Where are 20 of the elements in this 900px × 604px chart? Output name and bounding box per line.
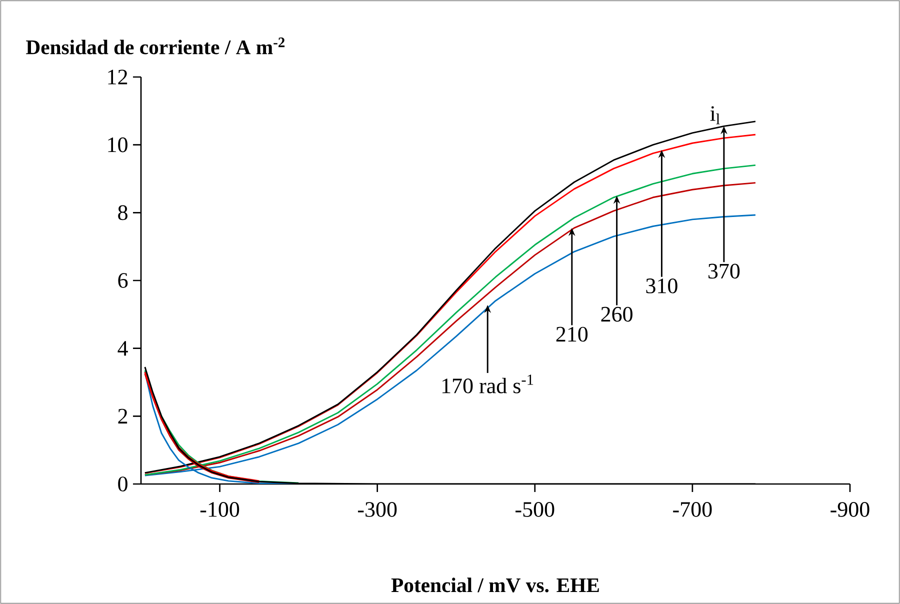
- x-tick-label: -100: [200, 502, 240, 517]
- annotation: 310: [646, 278, 678, 294]
- annotation: 370: [708, 264, 740, 279]
- annotation: i$_{l}$: [710, 106, 720, 124]
- annotation: 170 rad s$^{-1}$: [442, 374, 534, 394]
- x-axis-title: Potencial / mV vs. EHE: [391, 578, 599, 592]
- y-tick-label: 2: [118, 408, 128, 424]
- y-tick-label: 10: [108, 137, 128, 152]
- y-axis-title: Densidad de corriente / A m$^{-2}$: [26, 38, 285, 54]
- x-tick-label: -500: [516, 502, 554, 517]
- annotation: 260: [601, 306, 632, 322]
- x-tick-label: -300: [358, 502, 397, 517]
- y-tick-label: 0: [118, 476, 128, 492]
- annotation: 210: [556, 326, 588, 342]
- y-tick-label: 6: [118, 273, 128, 288]
- y-tick-label: 8: [118, 205, 128, 220]
- y-tick-label: 4: [118, 341, 128, 356]
- x-tick-label: -900: [830, 502, 870, 517]
- x-tick-label: -700: [673, 502, 712, 517]
- y-tick-label: 12: [108, 70, 128, 84]
